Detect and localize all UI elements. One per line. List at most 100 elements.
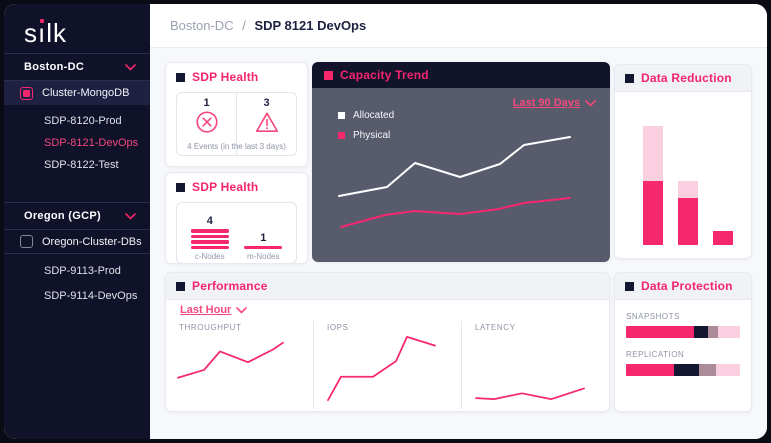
logo-dot-icon — [39, 19, 44, 23]
brand-logo: sı lk — [4, 4, 150, 54]
legend-swatch-physical — [338, 132, 345, 139]
card-header: SDP Health — [166, 173, 307, 199]
chevron-down-icon — [125, 63, 136, 71]
sidebar-item-oregon-cluster-dbs[interactable]: Oregon-Cluster-DBs — [4, 230, 150, 254]
bar-segment — [698, 364, 717, 376]
card-capacity-trend: Capacity Trend Last 90 Days Allocated — [312, 62, 610, 262]
card-title: Performance — [192, 279, 268, 293]
performance-panels: THROUGHPUT IOPS LATENCY — [166, 321, 609, 409]
logo-letter: s — [24, 18, 38, 48]
sdp-list-boston: SDP-8120-Prod SDP-8121-DevOps SDP-8122-T… — [4, 105, 150, 176]
m-nodes-bars — [244, 245, 283, 249]
card-title: Data Reduction — [641, 71, 732, 85]
title-square-icon — [324, 70, 333, 80]
range-selector-90-days[interactable]: Last 90 Days — [513, 97, 596, 109]
chevron-down-icon — [125, 212, 136, 220]
error-count: 1 — [203, 97, 210, 109]
chart-legend: Allocated Physical — [338, 110, 394, 141]
card-title: Capacity Trend — [340, 68, 429, 82]
legend-physical: Physical — [338, 130, 394, 141]
replication-bar — [626, 364, 740, 376]
cluster-label: Cluster-MongoDB — [42, 87, 130, 99]
panel-label: LATENCY — [475, 323, 516, 332]
c-nodes-label: c-Nodes — [194, 252, 225, 261]
legend-label: Allocated — [353, 110, 395, 121]
sidebar-item-sdp-8122-test[interactable]: SDP-8122-Test — [44, 159, 119, 171]
card-sdp-health-nodes: SDP Health 4 c-Nodes 1 m-Nodes — [165, 172, 308, 264]
node-bar — [190, 240, 229, 244]
breadcrumb-current: SDP 8121 DevOps — [254, 18, 367, 33]
breadcrumb: Boston-DC / SDP 8121 DevOps — [170, 18, 366, 33]
card-title: SDP Health — [192, 70, 259, 84]
card-data-protection: Data Protection SNAPSHOTS REPLICATION — [614, 272, 752, 412]
c-nodes-group: 4 c-Nodes — [190, 215, 229, 261]
nodes-box: 4 c-Nodes 1 m-Nodes — [176, 202, 297, 263]
bar-segment — [694, 326, 709, 338]
legend-label: Physical — [353, 130, 391, 141]
replication-row: REPLICATION — [615, 350, 751, 376]
sidebar-item-sdp-9114-devops[interactable]: SDP-9114-DevOps — [44, 290, 138, 302]
node-bar — [244, 245, 283, 249]
warning-count: 3 — [263, 97, 270, 109]
replication-label: REPLICATION — [626, 350, 685, 359]
m-nodes-label: m-Nodes — [247, 252, 280, 261]
errors-column: 1 — [177, 93, 236, 155]
snapshots-label: SNAPSHOTS — [626, 312, 680, 321]
checkbox-fill — [23, 89, 30, 97]
sidebar-section-boston-dc[interactable]: Boston-DC — [4, 54, 150, 81]
card-header: Performance — [166, 273, 609, 300]
sidebar-section-oregon-gcp[interactable]: Oregon (GCP) — [4, 203, 150, 230]
card-performance: Performance Last Hour THROUGHPUT IOPS — [165, 272, 610, 412]
range-selector-last-hour[interactable]: Last Hour — [180, 304, 248, 316]
checkbox-checked-icon[interactable] — [20, 86, 33, 100]
card-title: Data Protection — [641, 279, 733, 293]
title-square-icon — [625, 73, 634, 83]
panel-iops: IOPS — [313, 321, 461, 409]
title-square-icon — [176, 182, 185, 192]
legend-allocated: Allocated — [338, 110, 394, 121]
sidebar-item-cluster-mongodb[interactable]: Cluster-MongoDB — [4, 81, 150, 105]
checkbox-unchecked-icon[interactable] — [20, 235, 33, 248]
c-nodes-bars — [190, 229, 229, 249]
logo-letter: lk — [46, 18, 68, 48]
throughput-sparkline — [177, 341, 284, 379]
sidebar-item-sdp-9113-prod[interactable]: SDP-9113-Prod — [44, 265, 121, 277]
node-bar — [190, 229, 229, 233]
bar-segment — [673, 364, 699, 376]
title-square-icon — [176, 281, 185, 291]
range-label: Last 90 Days — [512, 97, 580, 109]
node-bar — [190, 234, 229, 238]
bar-segment — [626, 364, 674, 376]
chevron-down-icon — [236, 306, 248, 314]
top-header: Boston-DC / SDP 8121 DevOps — [150, 4, 767, 48]
card-header: Data Protection — [615, 273, 751, 300]
dashboard: sı lk Boston-DC Cluster-MongoDB SDP-8120-… — [4, 4, 767, 439]
breadcrumb-parent[interactable]: Boston-DC — [170, 18, 234, 33]
chevron-down-icon — [585, 99, 596, 107]
error-circle-icon — [195, 111, 218, 133]
m-nodes-group: 1 m-Nodes — [244, 231, 283, 261]
capacity-trend-chart — [338, 136, 571, 228]
section-label: Boston-DC — [24, 61, 85, 73]
bar-segment — [708, 326, 719, 338]
card-sdp-health-events: SDP Health 1 3 — [165, 62, 308, 167]
sidebar-item-sdp-8120-prod[interactable]: SDP-8120-Prod — [44, 115, 122, 127]
bar-segment — [718, 326, 740, 338]
c-nodes-count: 4 — [206, 215, 213, 227]
warning-triangle-icon — [255, 112, 278, 133]
title-square-icon — [625, 281, 634, 291]
breadcrumb-separator: / — [242, 18, 246, 33]
panel-label: IOPS — [327, 323, 349, 332]
panel-throughput: THROUGHPUT — [166, 321, 313, 409]
m-nodes-count: 1 — [260, 231, 267, 244]
card-header: SDP Health — [166, 63, 307, 89]
legend-swatch-allocated — [338, 112, 345, 119]
node-bar — [190, 245, 229, 249]
data-reduction-chart — [643, 126, 733, 245]
sidebar-item-sdp-8121-devops[interactable]: SDP-8121-DevOps — [44, 137, 139, 149]
cluster-label: Oregon-Cluster-DBs — [42, 235, 142, 248]
events-box: 1 3 4 Events (in t — [176, 92, 297, 156]
section-label: Oregon (GCP) — [24, 210, 101, 222]
snapshots-bar — [626, 326, 740, 338]
